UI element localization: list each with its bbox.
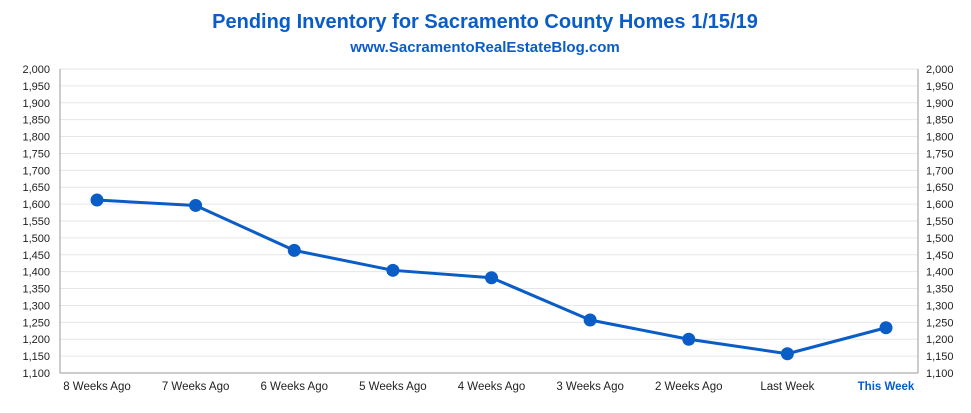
y-tick-label-right: 1,650: [926, 182, 954, 194]
y-tick-label-left: 1,100: [22, 368, 50, 380]
x-tick-label: 3 Weeks Ago: [556, 381, 624, 393]
y-tick-label-left: 1,450: [22, 250, 50, 262]
data-point: [90, 193, 104, 207]
y-tick-label-left: 1,200: [22, 334, 50, 346]
chart-subtitle: www.SacramentoRealEstateBlog.com: [349, 39, 620, 56]
x-tick-label: This Week: [858, 381, 915, 393]
y-tick-label-right: 1,200: [926, 334, 954, 346]
y-tick-label-left: 1,400: [22, 267, 50, 279]
y-tick-label-right: 1,350: [926, 284, 954, 296]
x-tick-labels: 8 Weeks Ago 7 Weeks Ago 6 Weeks Ago 5 Weeks…: [63, 381, 915, 393]
y-tick-label-left: 2,000: [22, 64, 50, 76]
data-point: [780, 347, 794, 361]
y-tick-label-right: 1,700: [926, 165, 954, 177]
y-tick-label-right: 1,750: [926, 148, 954, 160]
x-tick-label: 5 Weeks Ago: [359, 381, 427, 393]
y-tick-label-right: 1,500: [926, 233, 954, 245]
x-tick-label: 6 Weeks Ago: [260, 381, 328, 393]
y-tick-label-left: 1,700: [22, 165, 50, 177]
x-tick-label: 2 Weeks Ago: [655, 381, 723, 393]
y-tick-labels: 1,100 1,100 1,150 1,150 1,200 1,200 1,250 1,250…: [22, 64, 953, 380]
y-tick-label-left: 1,600: [22, 199, 50, 211]
y-tick-label-left: 1,550: [22, 216, 50, 228]
y-tick-label-right: 1,850: [926, 115, 954, 127]
x-tick-label: Last Week: [760, 381, 814, 393]
y-tick-label-right: 1,400: [926, 267, 954, 279]
y-tick-label-right: 1,800: [926, 132, 954, 144]
axes: [59, 69, 919, 374]
data-point: [189, 198, 203, 212]
y-tick-label-right: 1,900: [926, 98, 954, 110]
y-tick-label-left: 1,950: [22, 81, 50, 93]
y-tick-label-right: 1,250: [926, 317, 954, 329]
y-tick-label-left: 1,500: [22, 233, 50, 245]
y-tick-label-right: 1,600: [926, 199, 954, 211]
chart-title: Pending Inventory for Sacramento County …: [212, 11, 758, 33]
y-tick-label-right: 1,100: [926, 368, 954, 380]
data-point: [583, 313, 597, 327]
y-tick-label-right: 1,300: [926, 300, 954, 312]
data-point: [386, 263, 400, 277]
data-point: [485, 271, 498, 285]
y-tick-label-left: 1,250: [22, 317, 50, 329]
data-point: [287, 243, 301, 257]
y-tick-label-right: 1,450: [926, 250, 954, 262]
y-tick-label-left: 1,750: [22, 148, 50, 160]
x-tick-label: 7 Weeks Ago: [162, 381, 230, 393]
y-tick-label-right: 1,950: [926, 81, 954, 93]
y-tick-label-left: 1,900: [22, 98, 50, 110]
y-tick-label-right: 1,150: [926, 351, 954, 363]
y-tick-label-right: 2,000: [926, 64, 954, 76]
data-point: [879, 321, 893, 335]
y-tick-label-left: 1,300: [22, 300, 50, 312]
y-tick-label-left: 1,150: [22, 351, 50, 363]
y-tick-label-left: 1,650: [22, 182, 50, 194]
x-tick-label: 4 Weeks Ago: [458, 381, 526, 393]
series-layer: [90, 193, 893, 361]
data-point: [682, 332, 696, 346]
x-tick-label: 8 Weeks Ago: [63, 381, 131, 393]
y-tick-label-left: 1,850: [22, 115, 50, 127]
y-tick-label-right: 1,550: [926, 216, 954, 228]
gridlines: [60, 68, 918, 357]
y-tick-label-left: 1,800: [22, 132, 50, 144]
y-tick-label-left: 1,350: [22, 284, 50, 296]
